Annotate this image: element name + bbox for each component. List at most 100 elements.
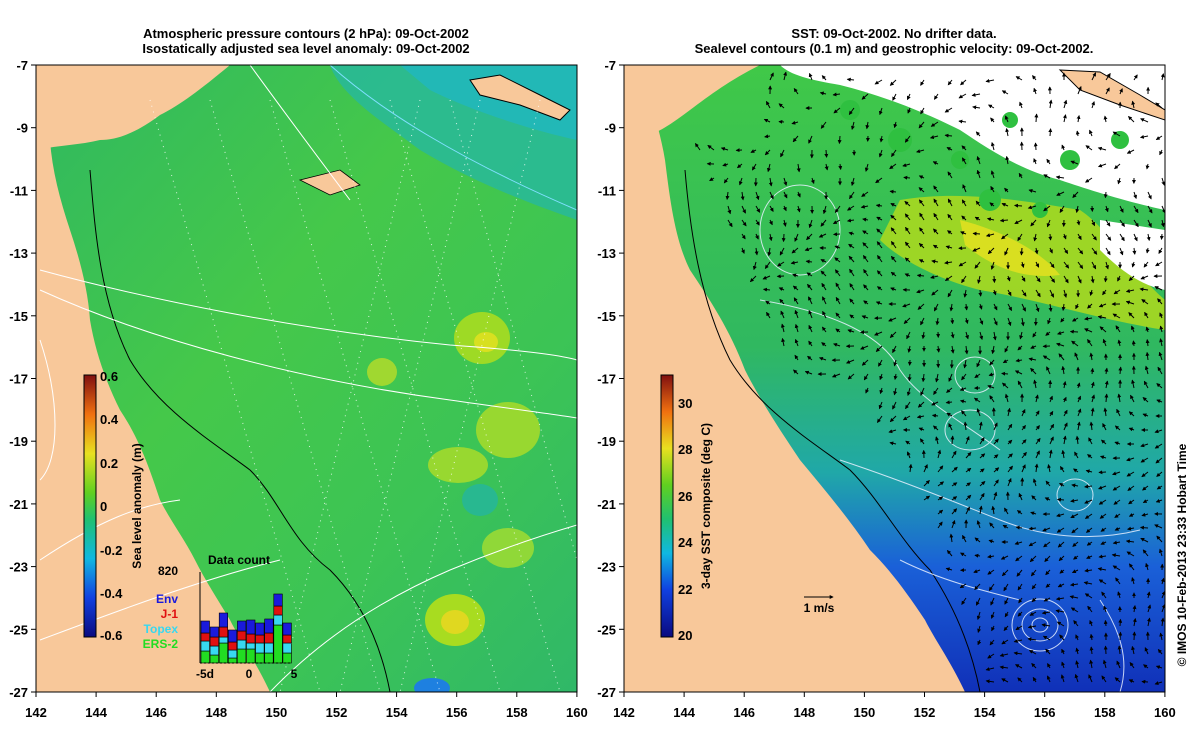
velocity-arrow [1134, 632, 1135, 640]
lon-tick-label: 152 [326, 705, 348, 720]
histogram-bar-segment [219, 613, 228, 627]
data-count-xtick-0: -5d [196, 667, 214, 681]
lon-tick-label: 144 [85, 705, 107, 720]
velocity-arrow [1120, 632, 1121, 640]
histogram-bar-segment [201, 651, 210, 663]
lon-tick-label: 154 [974, 705, 996, 720]
histogram-bar-segment [283, 623, 292, 635]
lat-tick-label: -25 [597, 622, 616, 637]
sla-tick-6: -0.6 [100, 628, 122, 643]
histogram-bar-segment [265, 653, 274, 663]
velocity-arrow [1092, 369, 1093, 375]
lon-tick-label: 142 [25, 705, 47, 720]
sst-colorbar-label: 3-day SST composite (deg C) [699, 423, 713, 589]
velocity-arrow [1105, 192, 1106, 198]
lat-tick-label: -23 [9, 560, 28, 575]
sst-colorbar [661, 375, 673, 637]
velocity-arrow [933, 415, 938, 416]
lat-tick-label: -19 [597, 434, 616, 449]
lat-tick-label: -25 [9, 622, 28, 637]
sla-tick-2: 0.2 [100, 456, 118, 471]
lon-tick-label: 154 [386, 705, 408, 720]
lon-tick-label: 148 [205, 705, 227, 720]
lon-tick-label: 158 [1094, 705, 1116, 720]
lon-tick-label: 156 [1034, 705, 1056, 720]
sst-tick-4: 22 [678, 582, 692, 597]
histogram-bar-segment [201, 633, 210, 641]
velocity-arrow [1120, 619, 1121, 626]
sst-tick-5: 20 [678, 628, 692, 643]
lat-tick-label: -13 [9, 246, 28, 261]
lat-tick-label: -9 [604, 121, 616, 136]
sla-tick-0: 0.6 [100, 369, 118, 384]
sla-tick-1: 0.4 [100, 412, 119, 427]
velocity-arrow [1021, 248, 1022, 255]
velocity-arrow [1105, 621, 1106, 626]
left-title-line1: Atmospheric pressure contours (2 hPa): 0… [143, 26, 469, 41]
histogram-bar-segment [228, 642, 237, 650]
legend-j1: J-1 [161, 607, 179, 621]
velocity-arrow [839, 136, 840, 143]
velocity-arrow [1050, 129, 1051, 136]
legend-topex: Topex [144, 622, 179, 636]
legend-env: Env [156, 592, 178, 606]
velocity-arrow [1106, 646, 1107, 654]
histogram-bar-segment [237, 640, 246, 649]
sla-tick-4: -0.2 [100, 543, 122, 558]
lat-tick-label: -17 [597, 372, 616, 387]
velocity-arrow [973, 233, 980, 234]
data-count-title: Data count [208, 553, 270, 567]
histogram-bar-segment [256, 653, 265, 663]
lon-tick-label: 160 [566, 705, 588, 720]
velocity-arrow [840, 164, 841, 169]
right-title-line2: Sealevel contours (0.1 m) and geostrophi… [695, 41, 1094, 56]
velocity-arrow [890, 191, 896, 192]
lat-tick-label: -11 [598, 183, 616, 198]
histogram-bar-segment [247, 649, 256, 663]
sst-tick-1: 28 [678, 442, 692, 457]
velocity-arrow [1058, 499, 1064, 500]
velocity-arrow [1142, 682, 1148, 683]
histogram-bar-segment [237, 621, 246, 631]
lat-tick-label: -15 [9, 309, 28, 324]
histogram-bar-segment [265, 643, 274, 653]
lat-tick-label: -13 [597, 246, 616, 261]
velocity-arrow [1071, 332, 1079, 333]
velocity-arrow [1036, 143, 1037, 150]
lon-tick-label: 150 [854, 705, 876, 720]
velocity-arrow [1002, 373, 1008, 374]
lat-tick-label: -23 [597, 560, 616, 575]
velocity-arrow [1105, 276, 1106, 282]
velocity-arrow [994, 276, 995, 282]
velocity-arrow [1162, 234, 1163, 239]
legend-ers2: ERS-2 [143, 637, 179, 651]
histogram-bar-segment [283, 653, 292, 663]
velocity-arrow [946, 402, 952, 403]
histogram-bar-segment [274, 625, 283, 663]
lat-tick-label: -19 [9, 434, 28, 449]
velocity-arrow [764, 289, 770, 290]
credit-text: © IMOS 10-Feb-2013 23:33 Hobart Time [1175, 443, 1189, 666]
lat-tick-label: -21 [9, 497, 28, 512]
histogram-bar-segment [219, 643, 228, 663]
histogram-bar-segment [256, 623, 265, 635]
lat-tick-label: -11 [10, 183, 28, 198]
velocity-arrow [1141, 527, 1148, 528]
velocity-arrow [847, 79, 854, 80]
sst-tick-0: 30 [678, 396, 692, 411]
lon-tick-label: 144 [673, 705, 695, 720]
histogram-bar-segment [228, 650, 237, 658]
velocity-arrow [966, 304, 967, 310]
lat-tick-label: -7 [604, 58, 616, 73]
velocity-scale-label: 1 m/s [804, 601, 835, 615]
lat-tick-label: -9 [16, 121, 28, 136]
velocity-arrow [1036, 114, 1037, 122]
lon-tick-label: 146 [145, 705, 167, 720]
data-count-xtick-2: 5 [291, 667, 298, 681]
velocity-arrow [909, 374, 910, 381]
velocity-arrow [952, 318, 953, 324]
lat-tick-label: -7 [16, 58, 28, 73]
left-lat-axis: -7-9-11-13-15-17-19-21-23-25-27 [9, 58, 36, 700]
histogram-bar-segment [256, 643, 265, 653]
histogram-bar-segment [283, 635, 292, 643]
